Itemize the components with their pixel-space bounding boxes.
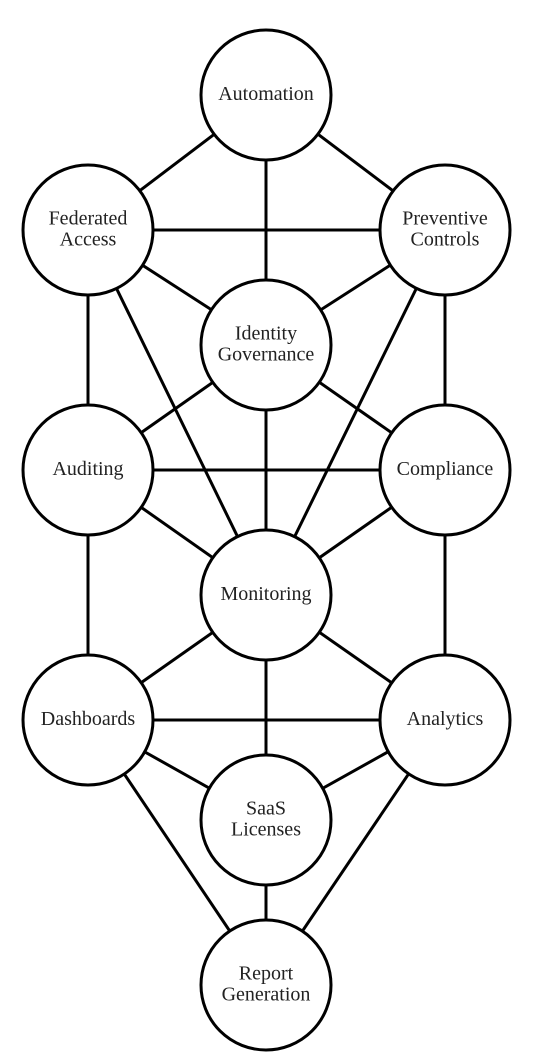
node-label-federated-access: FederatedAccess bbox=[49, 207, 128, 250]
node-label-dashboards: Dashboards bbox=[41, 708, 136, 730]
node-auditing: Auditing bbox=[23, 405, 153, 535]
node-compliance: Compliance bbox=[380, 405, 510, 535]
node-federated-access: FederatedAccess bbox=[23, 165, 153, 295]
node-analytics: Analytics bbox=[380, 655, 510, 785]
node-label-preventive-controls: PreventiveControls bbox=[402, 207, 488, 250]
node-label-auditing: Auditing bbox=[52, 458, 123, 480]
network-diagram: Automation FederatedAccess PreventiveContr… bbox=[0, 0, 533, 1060]
node-monitoring: Monitoring bbox=[201, 530, 331, 660]
node-dashboards: Dashboards bbox=[23, 655, 153, 785]
node-automation: Automation bbox=[201, 30, 331, 160]
node-label-monitoring: Monitoring bbox=[220, 583, 311, 605]
node-label-compliance: Compliance bbox=[397, 458, 494, 480]
node-label-analytics: Analytics bbox=[407, 708, 484, 730]
node-identity-governance: IdentityGovernance bbox=[201, 280, 331, 410]
node-report-generation: ReportGeneration bbox=[201, 920, 331, 1050]
node-label-automation: Automation bbox=[218, 83, 314, 105]
node-preventive-controls: PreventiveControls bbox=[380, 165, 510, 295]
node-saas-licenses: SaaSLicenses bbox=[201, 755, 331, 885]
